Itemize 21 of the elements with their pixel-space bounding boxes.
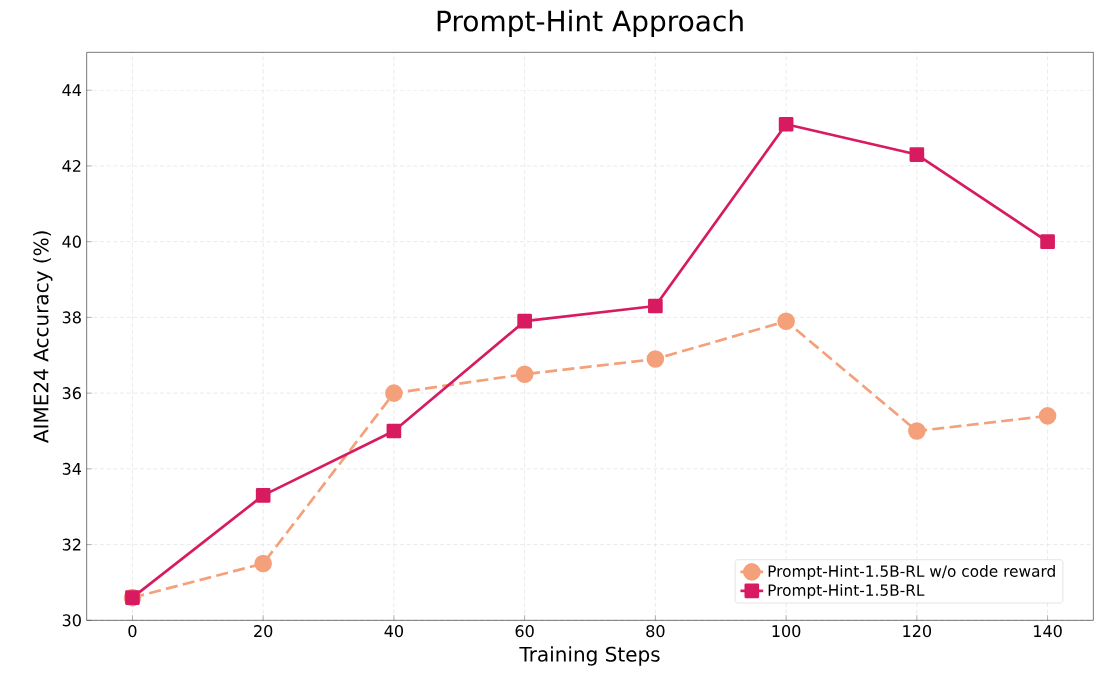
x-tick-label: 120 xyxy=(903,625,932,638)
y-tick-label: 32 xyxy=(62,538,81,551)
x-tick-label: 140 xyxy=(1034,625,1062,638)
y-tick-label: 42 xyxy=(62,159,81,172)
y-axis-title: AIME24 Accuracy (%) xyxy=(33,231,53,443)
x-tick-label: 100 xyxy=(772,625,801,638)
x-tick-label: 40 xyxy=(384,625,404,638)
y-tick-label: 36 xyxy=(62,387,81,400)
x-tick-label: 0 xyxy=(128,625,137,638)
x-axis-title: Training Steps xyxy=(519,646,660,666)
legend-label: Prompt-Hint-1.5B-RL xyxy=(768,584,925,599)
x-tick-label: 80 xyxy=(646,625,665,638)
y-tick-label: 38 xyxy=(62,311,81,324)
x-tick-label: 20 xyxy=(254,625,273,638)
y-tick-label: 34 xyxy=(62,462,82,475)
x-tick-label: 60 xyxy=(515,625,534,638)
chart-title: Prompt-Hint Approach xyxy=(437,9,743,37)
y-tick-label: 44 xyxy=(62,84,82,97)
y-tick-label: 30 xyxy=(62,614,81,627)
y-tick-label: 40 xyxy=(62,235,81,248)
legend-label: Prompt-Hint-1.5B-RL w/o code reward xyxy=(768,565,1055,580)
